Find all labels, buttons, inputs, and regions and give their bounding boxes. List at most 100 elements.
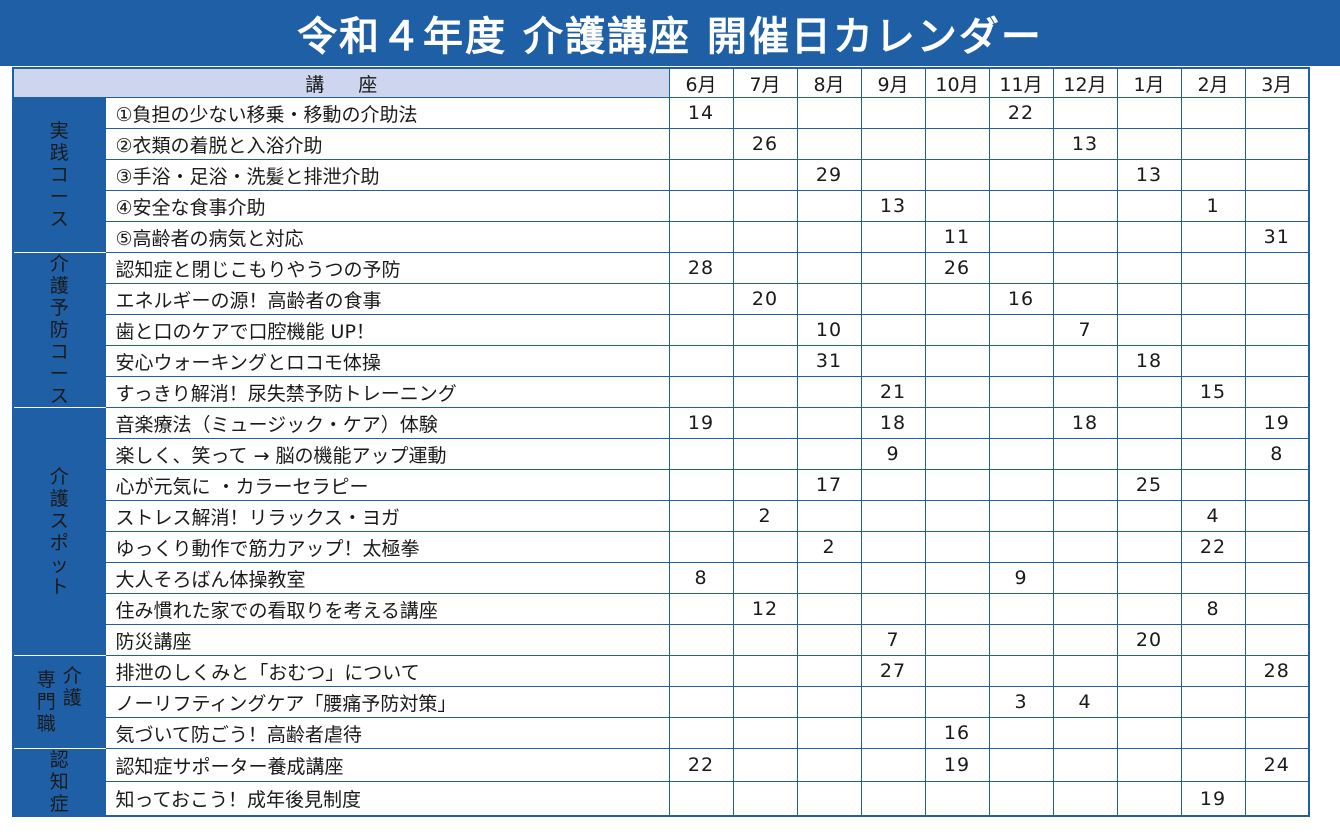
table-row: 介護予防コース 認知症と閉じこもりやうつの予防 28 26	[12, 252, 1310, 408]
date-cell	[988, 717, 1054, 749]
date-cell: 20	[732, 283, 798, 315]
date-cell	[1116, 655, 1182, 687]
date-cell: 10	[796, 314, 862, 346]
table-row: ストレス解消！リラックス・ヨガ 2 4	[13, 500, 1310, 532]
table-row: すっきり解消！尿失禁予防トレーニング 21 15	[13, 376, 1310, 408]
date-cell	[1244, 686, 1310, 718]
date-cell	[732, 314, 798, 346]
date-cell: 25	[1116, 469, 1182, 501]
date-cell: 19	[1180, 781, 1246, 817]
date-cell: 13	[1052, 128, 1118, 160]
course-name: すっきり解消！尿失禁予防トレーニング	[104, 376, 670, 408]
date-cell	[796, 128, 862, 160]
date-cell	[1052, 190, 1118, 222]
date-cell	[1180, 686, 1246, 718]
date-cell	[796, 593, 862, 625]
course-name: 音楽療法（ミュージック・ケア）体験	[104, 407, 670, 439]
date-cell	[668, 500, 734, 532]
table-row: 防災講座 7 20	[13, 624, 1310, 656]
date-cell: 22	[1180, 531, 1246, 563]
date-cell	[988, 314, 1054, 346]
date-cell	[1180, 221, 1246, 253]
date-cell	[860, 283, 926, 315]
date-cell	[988, 345, 1054, 377]
date-cell	[1116, 314, 1182, 346]
date-cell	[1052, 747, 1118, 783]
date-cell	[860, 500, 926, 532]
course-name: 認知症と閉じこもりやうつの予防	[104, 252, 670, 284]
date-cell	[988, 781, 1054, 817]
month-header: 11月	[988, 67, 1054, 98]
date-cell	[1052, 624, 1118, 656]
date-cell	[1244, 624, 1310, 656]
course-name: 気づいて防ごう！高齢者虐待	[104, 717, 670, 749]
category-label: 介護スポット	[12, 407, 106, 656]
date-cell	[668, 283, 734, 315]
table-row: 認知症 認知症サポーター養成講座 22 19 24	[12, 747, 1310, 817]
date-cell	[1052, 376, 1118, 408]
date-cell: 12	[732, 593, 798, 625]
date-cell	[1052, 438, 1118, 470]
date-cell	[924, 407, 990, 439]
date-cell: 15	[1180, 376, 1246, 408]
table-row: 知っておこう！成年後見制度 19	[13, 781, 1310, 817]
date-cell	[1116, 717, 1182, 749]
date-cell	[668, 128, 734, 160]
table-row: ⑤高齢者の病気と対応 11 31	[13, 221, 1310, 253]
date-cell	[860, 531, 926, 563]
table-row: 介護スポット 音楽療法（ミュージック・ケア）体験 19 18 18 19	[12, 407, 1310, 656]
date-cell: 13	[1116, 159, 1182, 191]
header-row: 講座 6月 7月 8月 9月 10月 11月 12月 1月 2月 3月	[12, 67, 1310, 98]
date-cell	[1244, 500, 1310, 532]
date-cell: 2	[796, 531, 862, 563]
course-name: 住み慣れた家での看取りを考える講座	[104, 593, 670, 625]
date-cell	[924, 376, 990, 408]
date-cell: 18	[1052, 407, 1118, 439]
date-cell	[1116, 97, 1182, 129]
course-name: ゆっくり動作で筋力アップ！太極拳	[104, 531, 670, 563]
date-cell	[1052, 655, 1118, 687]
date-cell: 11	[924, 221, 990, 253]
table-row: ④安全な食事介助 13 1	[13, 190, 1310, 222]
date-cell: 16	[988, 283, 1054, 315]
date-cell	[1244, 717, 1310, 749]
date-cell	[924, 345, 990, 377]
date-cell	[924, 686, 990, 718]
date-cell: 29	[796, 159, 862, 191]
date-cell	[732, 686, 798, 718]
date-cell	[1180, 438, 1246, 470]
date-cell	[924, 655, 990, 687]
date-cell	[924, 314, 990, 346]
page-title: 令和４年度 介護講座 開催日カレンダー	[0, 0, 1340, 66]
date-cell	[1244, 190, 1310, 222]
date-cell	[796, 686, 862, 718]
course-name: 大人そろばん体操教室	[104, 562, 670, 594]
date-cell	[1116, 283, 1182, 315]
date-cell	[796, 747, 862, 783]
date-cell	[1244, 562, 1310, 594]
date-cell: 8	[1244, 438, 1310, 470]
date-cell	[924, 128, 990, 160]
date-cell	[796, 376, 862, 408]
date-cell	[924, 624, 990, 656]
date-cell	[668, 531, 734, 563]
date-cell	[1180, 283, 1246, 315]
course-rows: 実践コース ①負担の少ない移乗・移動の介助法 14 22 ②衣類の着脱と入浴介助 26 13…	[12, 97, 1310, 817]
date-cell	[924, 593, 990, 625]
table-row: 実践コース ①負担の少ない移乗・移動の介助法 14 22	[12, 97, 1310, 253]
date-cell	[1052, 500, 1118, 532]
date-cell	[924, 97, 990, 129]
date-cell	[1116, 500, 1182, 532]
date-cell	[1052, 283, 1118, 315]
date-cell	[988, 624, 1054, 656]
date-cell	[988, 593, 1054, 625]
month-header: 12月	[1052, 67, 1118, 98]
date-cell: 31	[1244, 221, 1310, 253]
date-cell	[860, 686, 926, 718]
date-cell	[860, 717, 926, 749]
month-header: 7月	[732, 67, 798, 98]
date-cell	[860, 252, 926, 284]
date-cell	[988, 128, 1054, 160]
date-cell	[1052, 221, 1118, 253]
date-cell	[1180, 314, 1246, 346]
